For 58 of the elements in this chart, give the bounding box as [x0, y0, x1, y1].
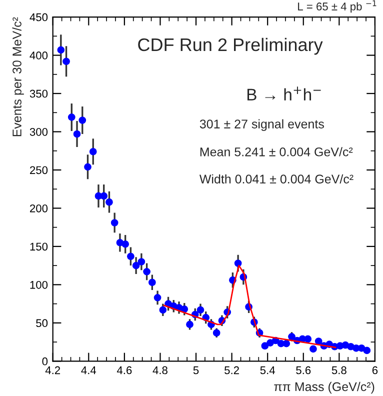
- point: [84, 163, 92, 171]
- point: [138, 258, 146, 266]
- x-axis-title: ππ Mass (GeV/c²): [274, 382, 374, 394]
- point: [154, 294, 162, 302]
- point: [180, 305, 188, 313]
- x-tick-label: 5.2: [224, 366, 239, 374]
- x-tick-label: 6: [372, 366, 378, 374]
- point: [89, 148, 97, 156]
- y-tick-label: 200: [30, 204, 48, 212]
- y-tick-label: 100: [30, 280, 48, 289]
- y-tick-label: 350: [30, 90, 48, 98]
- point: [132, 262, 140, 270]
- point: [100, 192, 108, 200]
- point: [57, 46, 65, 54]
- point: [261, 342, 269, 350]
- point: [62, 58, 70, 66]
- point: [212, 329, 220, 337]
- point: [234, 260, 242, 267]
- point: [288, 333, 296, 340]
- point: [304, 335, 312, 343]
- point: [68, 114, 76, 121]
- point: [106, 198, 113, 206]
- point: [143, 268, 150, 276]
- y-tick-label: 300: [30, 128, 48, 136]
- y-tick-label: 0: [42, 357, 48, 366]
- text: L = 65 ± 4 pb $^{−1}$: [298, 0, 376, 13]
- x-tick-label: 4.2: [45, 366, 60, 374]
- point: [196, 306, 204, 314]
- annotation: 301 ± 27 signal events: [200, 119, 324, 131]
- annotation: Mean 5.241 ± 0.004 GeV/c²: [200, 147, 353, 156]
- x-tick-label: 4.4: [81, 366, 96, 374]
- y-axis-title: Events per 30 MeV/c²: [12, 17, 24, 136]
- y-tick-label: 250: [30, 166, 48, 174]
- point: [110, 219, 118, 226]
- y-tick-label: 50: [36, 319, 48, 328]
- point: [186, 320, 194, 328]
- y-tick-label: 400: [30, 52, 48, 60]
- x-tick-label: 5: [193, 366, 199, 374]
- x-tick-label: 4.8: [152, 366, 168, 374]
- x-tick-label: 4.6: [116, 366, 132, 374]
- point: [122, 240, 130, 248]
- y-tick-label: 450: [30, 13, 48, 22]
- annotation: Width 0.041 ± 0.004 GeV/c²: [199, 174, 354, 184]
- y-tick-label: 150: [30, 242, 48, 251]
- point: [282, 340, 290, 348]
- point: [159, 306, 167, 314]
- point: [363, 346, 371, 354]
- point: [148, 278, 156, 286]
- x-tick-label: 5.8: [332, 366, 346, 374]
- point: [310, 345, 317, 353]
- text: CDF Run 2 Preliminary: [138, 38, 323, 55]
- annotation: B → h$^{+}$h$^{−}$: [247, 86, 321, 100]
- point: [73, 130, 81, 138]
- point: [266, 339, 274, 346]
- x-tick-label: 5.4: [260, 366, 275, 374]
- point: [127, 252, 134, 260]
- x-tick-label: 5.6: [296, 366, 311, 374]
- point: [78, 116, 86, 124]
